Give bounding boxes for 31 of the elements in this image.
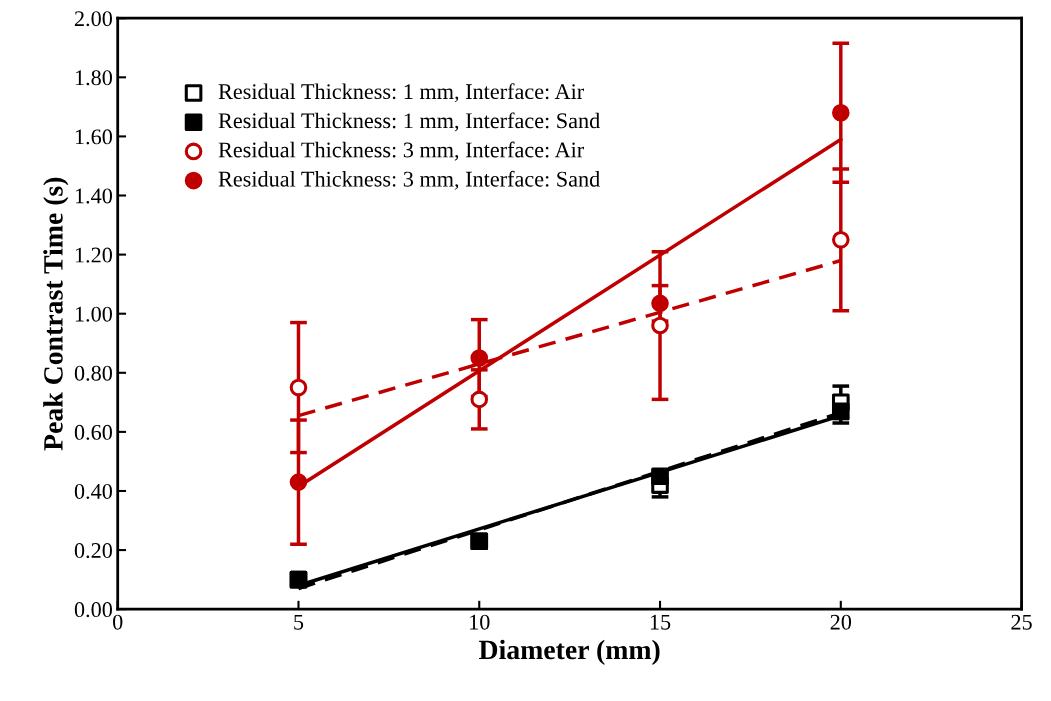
x-tick-label: 5 xyxy=(294,614,304,630)
point xyxy=(289,473,308,491)
x-tick-label: 25 xyxy=(1011,614,1032,630)
y-tick-label: 1.80 xyxy=(75,70,112,86)
point xyxy=(831,103,850,122)
y-tick-label: 1.40 xyxy=(75,188,112,204)
x-tick-label: 0 xyxy=(113,614,123,630)
point xyxy=(470,349,489,367)
x-axis-title: Diameter (mm) xyxy=(478,639,660,665)
point xyxy=(289,378,308,397)
y-tick-label: 2.00 xyxy=(74,11,112,27)
point xyxy=(470,390,489,409)
point xyxy=(651,294,669,313)
y-tick-label: 1.20 xyxy=(75,247,112,263)
x-tick-label: 20 xyxy=(830,614,852,630)
legend-label: Residual Thickness: 3 mm, Interface: Sand xyxy=(218,170,600,190)
x-tick-label: 10 xyxy=(470,614,490,630)
legend-label: Residual Thickness: 1 mm, Interface: Air xyxy=(218,83,584,103)
y-tick-label: 0.20 xyxy=(74,543,112,559)
y-tick-label: 0.00 xyxy=(74,602,112,618)
y-tick-label: 1.00 xyxy=(75,306,112,322)
legend-label: Residual Thickness: 1 mm, Interface: Sand xyxy=(218,112,600,132)
y-tick-label: 0.40 xyxy=(74,483,112,500)
y-tick-label: 0.80 xyxy=(74,365,112,381)
y-tick-label: 0.60 xyxy=(74,424,112,440)
legend-label: Residual Thickness: 3 mm, Interface: Air xyxy=(218,141,584,161)
x-tick-label: 15 xyxy=(650,614,671,630)
point xyxy=(651,316,669,335)
y-axis-title: Peak Contrast Time (s) xyxy=(43,177,69,451)
y-tick-label: 1.60 xyxy=(75,129,112,145)
point xyxy=(831,231,850,249)
